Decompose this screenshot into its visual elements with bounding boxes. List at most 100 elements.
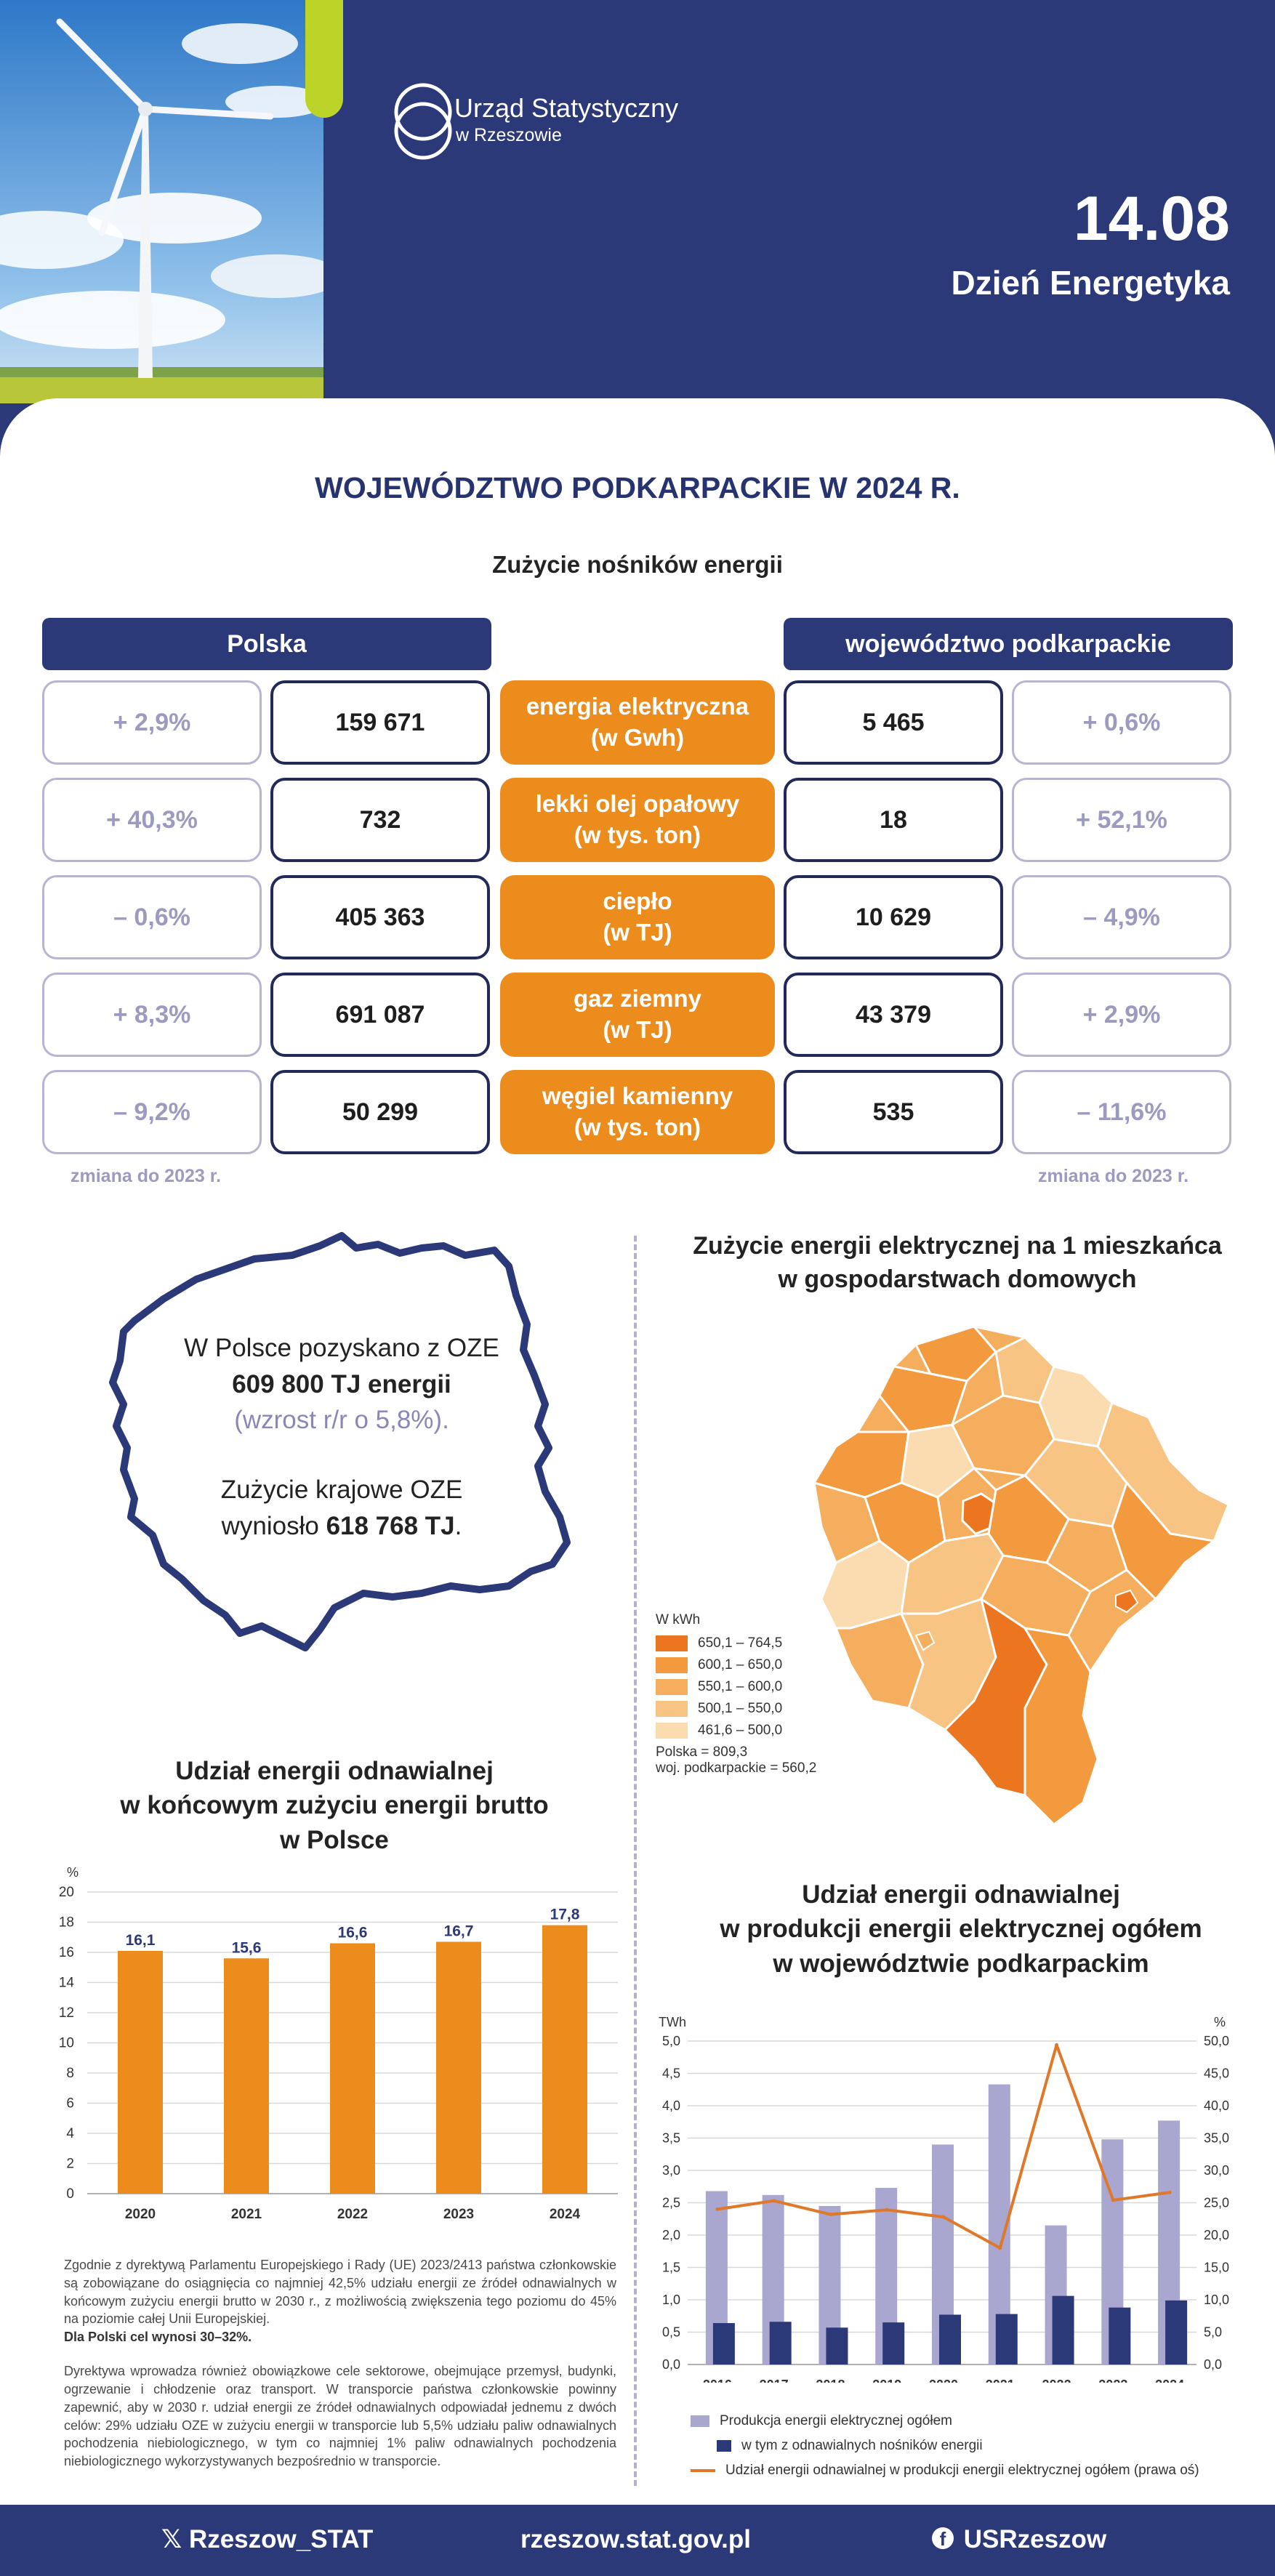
podkarpackie-value: 10 629 (784, 875, 1003, 959)
energy-carrier-label: gaz ziemny (w TJ) (500, 973, 775, 1057)
podkarpackie-value: 43 379 (784, 973, 1003, 1057)
chart2-share-point (1167, 2190, 1172, 2194)
oze-consumption: 618 768 TJ (326, 1511, 455, 1540)
org-subname: w Rzeszowie (456, 125, 562, 145)
poland-change: – 9,2% (42, 1070, 262, 1154)
chart1-xtick: 2023 (443, 2207, 474, 2222)
chart2-share-point (998, 2246, 1002, 2250)
twitter-link[interactable]: 𝕏 Rzeszow_STAT (161, 2525, 374, 2553)
podkarpackie-change: + 52,1% (1012, 778, 1231, 862)
event-date: 14.08 (1073, 184, 1230, 254)
chart1-bar (330, 1943, 375, 2194)
chart2-ytick: 2,0 (662, 2228, 680, 2242)
chart2-xtick: 2021 (986, 2378, 1015, 2383)
chart2-share-point (941, 2215, 946, 2219)
chart1-ytick: 20 (59, 1885, 74, 1900)
chart1-xtick: 2020 (125, 2207, 156, 2222)
chart1-bar (542, 1925, 587, 2194)
poland-change: – 0,6% (42, 875, 262, 959)
facebook-icon: f (932, 2527, 954, 2550)
legend-item-renewable: w tym z odnawialnych nośników energii (717, 2438, 1199, 2454)
legend-range: 650,1 – 764,5 (698, 1635, 783, 1651)
chart2-xtick: 2023 (1098, 2378, 1127, 2383)
podkarpackie-value: 5 465 (784, 680, 1003, 765)
legend-note-poland: Polska = 809,3 (656, 1744, 748, 1760)
map-legend: W kWh 650,1 – 764,5 600,1 – 650,0 550,1 – … (656, 1612, 816, 1776)
chart2-xtick: 2020 (929, 2378, 958, 2383)
chart2-ytick: 0,0 (662, 2357, 680, 2372)
chart2-ytick-right: 25,0 (1204, 2196, 1229, 2210)
chart1-ytick: 16 (59, 1945, 74, 1960)
chart1-ytick: 10 (59, 2036, 74, 2051)
chart2-bar-renewable (882, 2322, 905, 2364)
poland-value: 732 (270, 778, 490, 862)
legend-swatch-share (691, 2469, 715, 2472)
chart1-xtick: 2021 (231, 2207, 262, 2222)
chart1-ylabel: % (67, 1865, 79, 1880)
chart2-share-point (885, 2207, 889, 2212)
energy-carrier-label: węgiel kamienny (w tys. ton) (500, 1070, 775, 1154)
chart2-ytick: 1,5 (662, 2261, 680, 2275)
chart1: % 0 2 4 6 8 10 12 14 16 18 20 16,1 2020 15,6 2021 16,6 20… (29, 1859, 632, 2226)
chart2-ytick-right: 20,0 (1204, 2228, 1229, 2242)
podkarpackie-change: + 0,6% (1012, 680, 1231, 765)
chart1-bar (436, 1941, 481, 2194)
chart2-ytick-right: 45,0 (1204, 2066, 1229, 2081)
header-podkarpackie: województwo podkarpackie (784, 618, 1233, 670)
facebook-link[interactable]: f USRzeszow (932, 2525, 1106, 2554)
chart2-bar-renewable (712, 2323, 735, 2364)
chart1-value-label: 17,8 (550, 1907, 580, 1923)
energy-section-title: Zużycie nośników energii (492, 551, 783, 578)
chart1-bar (224, 1958, 269, 2194)
chart2-ytick: 4,0 (662, 2098, 680, 2113)
logo-icon (391, 77, 638, 164)
chart1-ytick: 6 (66, 2096, 74, 2112)
poland-value: 691 087 (270, 973, 490, 1057)
legend-swatch (656, 1635, 688, 1651)
chart2-title: Udział energii odnawialnej w produkcji e… (720, 1880, 1202, 1978)
chart2-share-point (828, 2213, 832, 2217)
org-name: Urząd Statystyczny (454, 93, 679, 123)
chart1-ytick: 2 (66, 2157, 74, 2172)
podkarpackie-value: 18 (784, 778, 1003, 862)
chart2-ytick: 2,5 (662, 2196, 680, 2210)
note-p1: Zgodnie z dyrektywą Parlamentu Europejsk… (64, 2258, 616, 2327)
oze-line5: wyniosło 618 768 TJ. (221, 1511, 462, 1540)
chart1-ytick: 4 (66, 2126, 74, 2141)
chart2-xtick: 2017 (760, 2378, 789, 2383)
chart1-ytick: 8 (66, 2066, 74, 2081)
poland-value: 405 363 (270, 875, 490, 959)
chart2-bar-renewable (1109, 2307, 1131, 2364)
legend-range: 550,1 – 600,0 (698, 1679, 783, 1694)
wind-turbine-photo (0, 0, 323, 403)
website-link[interactable]: rzeszow.stat.gov.pl (520, 2525, 751, 2553)
chart1-ytick: 0 (66, 2186, 74, 2202)
legend-items: 650,1 – 764,5 600,1 – 650,0 550,1 – 600,0 5… (656, 1635, 816, 1739)
legend-item-share: Udział energii odnawialnej w produkcji e… (691, 2463, 1199, 2479)
note-target: Dla Polski cel wynosi 30–32%. (64, 2330, 252, 2345)
change-note-right: zmiana do 2023 r. (1038, 1166, 1189, 1186)
energy-carrier-label: energia elektryczna (w Gwh) (500, 680, 775, 765)
chart2-bar-renewable (769, 2322, 792, 2364)
chart1-value-label: 16,1 (126, 1932, 156, 1949)
chart1-bar (118, 1950, 163, 2194)
poland-value: 159 671 (270, 680, 490, 765)
legend-note-region: woj. podkarpackie = 560,2 (656, 1760, 817, 1776)
footer (0, 2505, 1275, 2576)
oze-line4: Zużycie krajowe OZE (220, 1476, 463, 1505)
chart2-ytick-right: 50,0 (1204, 2034, 1229, 2048)
chart2-ytick: 5,0 (662, 2034, 680, 2048)
podkarpackie-change: + 2,9% (1012, 973, 1231, 1057)
poland-outline (102, 1230, 582, 1670)
legend-swatch-renewable (717, 2440, 731, 2452)
chart1-title: Udział energii odnawialnej w końcowym zu… (120, 1757, 549, 1854)
chart2-ytick-right: 30,0 (1204, 2163, 1229, 2178)
legend-swatch (656, 1701, 688, 1717)
x-icon: 𝕏 (161, 2525, 182, 2553)
chart1-value-label: 15,6 (232, 1939, 262, 1956)
chart1-value-label: 16,6 (338, 1925, 368, 1941)
chart2: TWh% 0,0 0,0 0,5 5,0 1,0 10,0 1,5 15,0 2,0 20,0 2,5… (647, 2005, 1275, 2392)
chart1-ytick: 12 (59, 2005, 74, 2021)
chart2-ytick-right: 35,0 (1204, 2131, 1229, 2146)
podkarpackie-value: 535 (784, 1070, 1003, 1154)
